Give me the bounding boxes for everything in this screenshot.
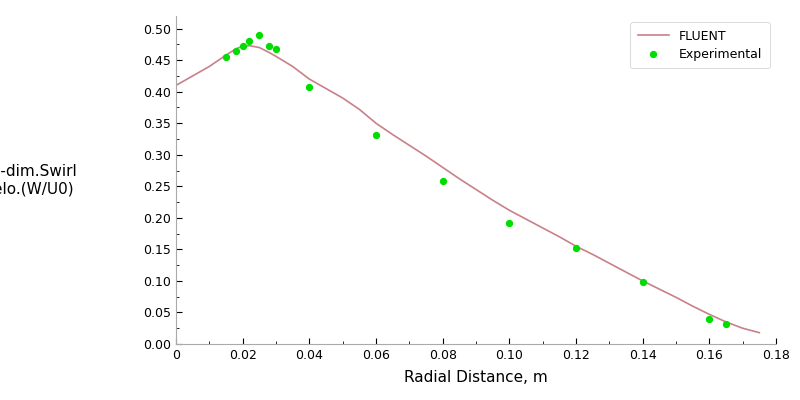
- FLUENT: [305, 77, 314, 82]
- FLUENT: [254, 45, 264, 50]
- FLUENT: [654, 287, 664, 292]
- Text: Non-dim.Swirl
  Velo.(W/U0): Non-dim.Swirl Velo.(W/U0): [0, 164, 78, 196]
- FLUENT: [288, 64, 298, 69]
- FLUENT: [505, 208, 514, 213]
- FLUENT: [271, 54, 281, 59]
- X-axis label: Radial Distance, m: Radial Distance, m: [404, 370, 548, 385]
- FLUENT: [245, 43, 254, 48]
- Experimental: [219, 54, 233, 60]
- Experimental: [436, 178, 449, 184]
- FLUENT: [405, 143, 414, 148]
- FLUENT: [522, 217, 531, 222]
- FLUENT: [588, 252, 598, 257]
- FLUENT: [231, 46, 241, 51]
- Experimental: [570, 245, 582, 251]
- FLUENT: [638, 278, 647, 283]
- FLUENT: [722, 320, 731, 324]
- FLUENT: [738, 326, 747, 331]
- FLUENT: [188, 74, 198, 78]
- Experimental: [720, 321, 733, 327]
- FLUENT: [438, 165, 447, 170]
- FLUENT: [221, 53, 231, 58]
- FLUENT: [554, 234, 564, 239]
- FLUENT: [338, 96, 347, 100]
- Experimental: [636, 279, 649, 285]
- Experimental: [263, 43, 276, 50]
- FLUENT: [605, 261, 614, 266]
- FLUENT: [421, 154, 430, 158]
- Experimental: [236, 43, 249, 50]
- FLUENT: [371, 121, 381, 126]
- Experimental: [703, 316, 716, 322]
- Experimental: [253, 32, 266, 38]
- Experimental: [230, 48, 242, 54]
- FLUENT: [471, 187, 481, 192]
- Experimental: [370, 131, 382, 138]
- FLUENT: [171, 83, 181, 88]
- FLUENT: [705, 312, 714, 317]
- Experimental: [243, 38, 256, 44]
- Experimental: [303, 84, 316, 90]
- FLUENT: [322, 86, 331, 91]
- Experimental: [270, 46, 282, 52]
- FLUENT: [205, 64, 214, 69]
- Experimental: [503, 220, 516, 226]
- FLUENT: [538, 226, 547, 230]
- FLUENT: [388, 132, 398, 137]
- FLUENT: [671, 295, 681, 300]
- FLUENT: [571, 244, 581, 249]
- FLUENT: [754, 330, 764, 335]
- FLUENT: [454, 176, 464, 181]
- FLUENT: [354, 107, 364, 112]
- FLUENT: [621, 270, 630, 274]
- FLUENT: [265, 50, 274, 55]
- FLUENT: [238, 44, 247, 49]
- FLUENT: [688, 304, 698, 308]
- FLUENT: [488, 198, 498, 202]
- Legend: FLUENT, Experimental: FLUENT, Experimental: [630, 22, 770, 68]
- Line: FLUENT: FLUENT: [176, 46, 759, 333]
